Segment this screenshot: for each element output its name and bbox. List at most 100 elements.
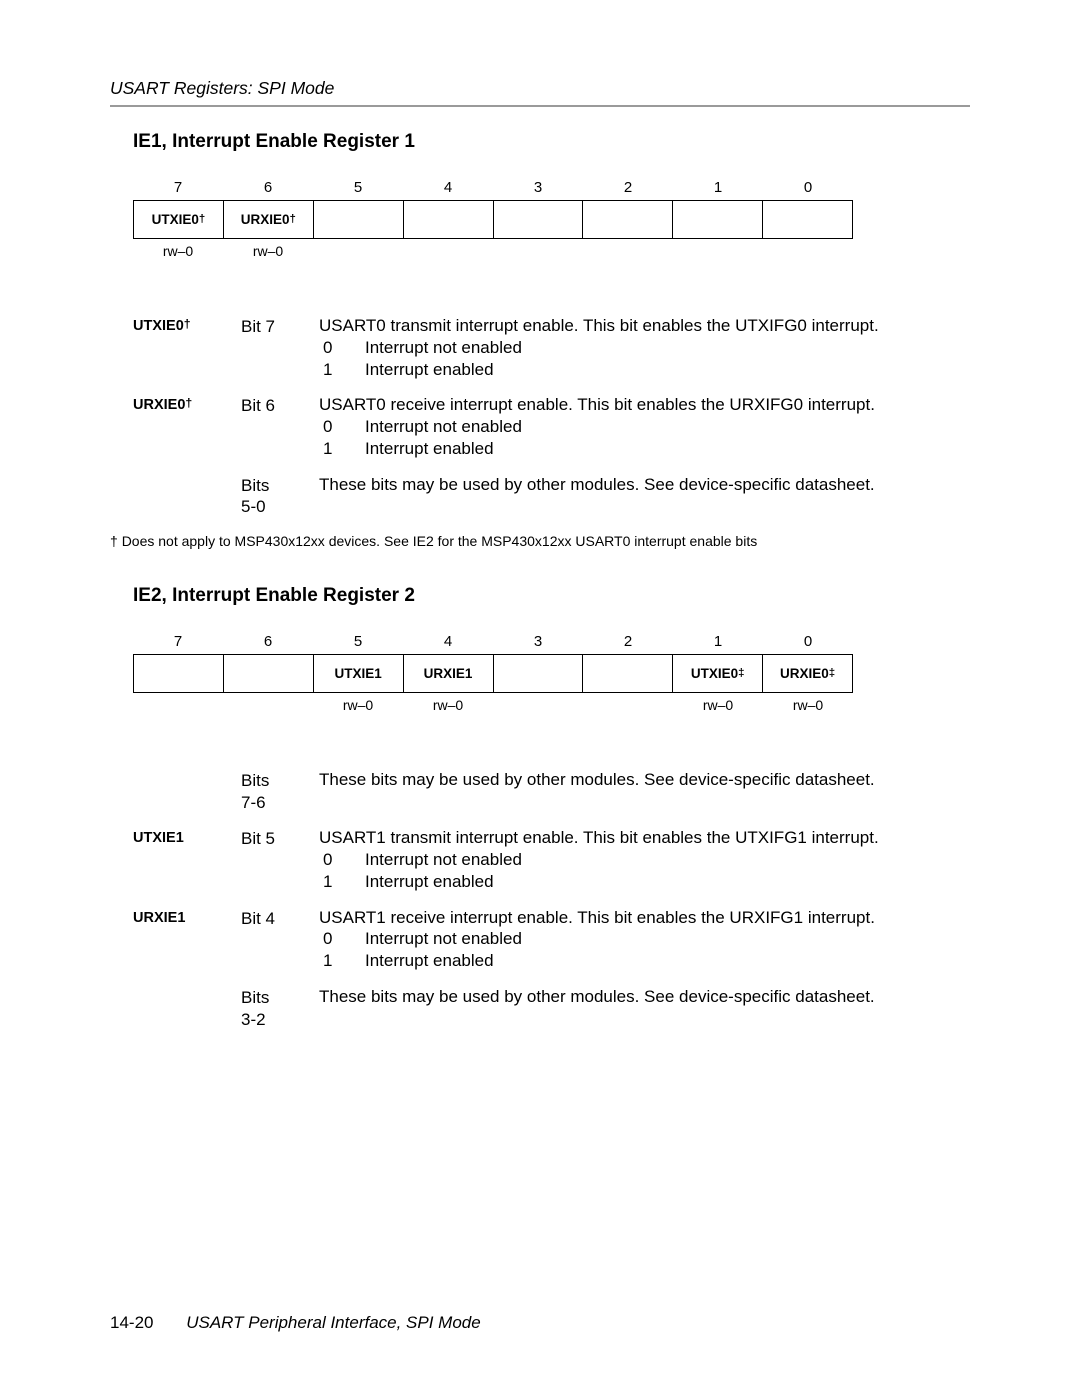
ie1-footnote: † Does not apply to MSP430x12xx devices.… — [110, 532, 970, 551]
bit-number: 7 — [133, 633, 223, 654]
bit-number: 5 — [313, 633, 403, 654]
bit-number: 6 — [223, 179, 313, 200]
value-text: Interrupt enabled — [365, 359, 494, 381]
ie2-register-table: 76543210 UTXIE1URXIE1 UTXIE0‡URXIE0‡ rw–… — [133, 633, 970, 713]
bit-description-row: URXIE1Bit 4USART1 receive interrupt enab… — [133, 907, 970, 972]
bit-number: 0 — [763, 633, 853, 654]
bit-description-row: Bits5-0These bits may be used by other m… — [133, 474, 970, 519]
bit-access — [133, 697, 223, 713]
bit-cell: UTXIE1 — [314, 655, 403, 692]
bit-cell: UTXIE0‡ — [673, 655, 762, 692]
value-text: Interrupt not enabled — [365, 416, 522, 438]
bit-number: 6 — [223, 633, 313, 654]
bit-position: Bits3-2 — [241, 986, 319, 1031]
bit-cell — [494, 655, 583, 692]
dagger-icon: † — [110, 533, 118, 549]
bit-cell: URXIE0‡ — [763, 655, 852, 692]
bit-access — [403, 243, 493, 259]
bit-access: rw–0 — [223, 243, 313, 259]
bit-access — [583, 243, 673, 259]
bit-cell: URXIE1 — [404, 655, 493, 692]
page-number: 14-20 — [110, 1313, 153, 1332]
bit-description-text: USART1 transmit interrupt enable. This b… — [319, 827, 970, 892]
bit-description-text: These bits may be used by other modules.… — [319, 769, 970, 814]
bit-number: 4 — [403, 633, 493, 654]
value-key: 1 — [319, 438, 365, 460]
bit-cell — [224, 655, 313, 692]
bit-description-row: Bits7-6These bits may be used by other m… — [133, 769, 970, 814]
bit-description-text: USART0 receive interrupt enable. This bi… — [319, 394, 970, 459]
bit-cell — [314, 201, 403, 238]
bit-cell: URXIE0† — [224, 201, 313, 238]
bit-description-text: These bits may be used by other modules.… — [319, 986, 970, 1031]
bit-description-text: USART1 receive interrupt enable. This bi… — [319, 907, 970, 972]
bit-name — [133, 474, 241, 519]
bit-name — [133, 986, 241, 1031]
bit-name: URXIE0† — [133, 394, 241, 459]
bit-access: rw–0 — [763, 697, 853, 713]
value-key: 0 — [319, 849, 365, 871]
ie2-title: IE2, Interrupt Enable Register 2 — [133, 585, 970, 607]
bit-access — [763, 243, 853, 259]
bit-description-text: USART0 transmit interrupt enable. This b… — [319, 315, 970, 380]
footnote-text: Does not apply to MSP430x12xx devices. S… — [122, 533, 758, 549]
value-text: Interrupt not enabled — [365, 928, 522, 950]
bit-cell: UTXIE0† — [134, 201, 223, 238]
value-key: 1 — [319, 950, 365, 972]
bit-access — [223, 697, 313, 713]
bit-access — [583, 697, 673, 713]
bit-name: UTXIE1 — [133, 827, 241, 892]
footer-title: USART Peripheral Interface, SPI Mode — [186, 1313, 481, 1332]
bit-number: 0 — [763, 179, 853, 200]
value-key: 1 — [319, 871, 365, 893]
bit-position: Bit 5 — [241, 827, 319, 892]
bit-cell — [583, 201, 672, 238]
bit-access: rw–0 — [403, 697, 493, 713]
bit-number: 2 — [583, 179, 673, 200]
bit-description-text: These bits may be used by other modules.… — [319, 474, 970, 519]
running-header: USART Registers: SPI Mode — [110, 78, 970, 107]
bit-position: Bit 7 — [241, 315, 319, 380]
value-key: 0 — [319, 928, 365, 950]
bit-access — [313, 243, 403, 259]
ie1-title: IE1, Interrupt Enable Register 1 — [133, 131, 970, 153]
bit-number: 3 — [493, 633, 583, 654]
bit-access: rw–0 — [133, 243, 223, 259]
bit-name: URXIE1 — [133, 907, 241, 972]
bit-number: 5 — [313, 179, 403, 200]
bit-access — [673, 243, 763, 259]
bit-number: 2 — [583, 633, 673, 654]
bit-number: 1 — [673, 179, 763, 200]
bit-description-row: UTXIE0†Bit 7USART0 transmit interrupt en… — [133, 315, 970, 380]
bit-cell — [763, 201, 852, 238]
bit-description-row: URXIE0†Bit 6USART0 receive interrupt ena… — [133, 394, 970, 459]
bit-cell — [673, 201, 762, 238]
value-text: Interrupt enabled — [365, 438, 494, 460]
ie1-bit-descriptions: UTXIE0†Bit 7USART0 transmit interrupt en… — [133, 315, 970, 518]
bit-number: 3 — [493, 179, 583, 200]
bit-access: rw–0 — [313, 697, 403, 713]
value-text: Interrupt not enabled — [365, 337, 522, 359]
page-footer: 14-20 USART Peripheral Interface, SPI Mo… — [110, 1313, 481, 1333]
bit-description-row: Bits3-2These bits may be used by other m… — [133, 986, 970, 1031]
ie1-register-table: 76543210 UTXIE0†URXIE0† rw–0rw–0 — [133, 179, 970, 259]
ie2-bit-descriptions: Bits7-6These bits may be used by other m… — [133, 769, 970, 1031]
value-key: 0 — [319, 416, 365, 438]
bit-description-row: UTXIE1Bit 5USART1 transmit interrupt ena… — [133, 827, 970, 892]
bit-cell — [583, 655, 672, 692]
bit-number: 4 — [403, 179, 493, 200]
bit-cell — [404, 201, 493, 238]
value-text: Interrupt enabled — [365, 871, 494, 893]
bit-position: Bit 6 — [241, 394, 319, 459]
bit-position: Bits5-0 — [241, 474, 319, 519]
bit-name — [133, 769, 241, 814]
bit-access — [493, 697, 583, 713]
bit-cell — [134, 655, 223, 692]
bit-position: Bits7-6 — [241, 769, 319, 814]
value-key: 1 — [319, 359, 365, 381]
value-text: Interrupt not enabled — [365, 849, 522, 871]
value-key: 0 — [319, 337, 365, 359]
bit-number: 7 — [133, 179, 223, 200]
bit-name: UTXIE0† — [133, 315, 241, 380]
value-text: Interrupt enabled — [365, 950, 494, 972]
